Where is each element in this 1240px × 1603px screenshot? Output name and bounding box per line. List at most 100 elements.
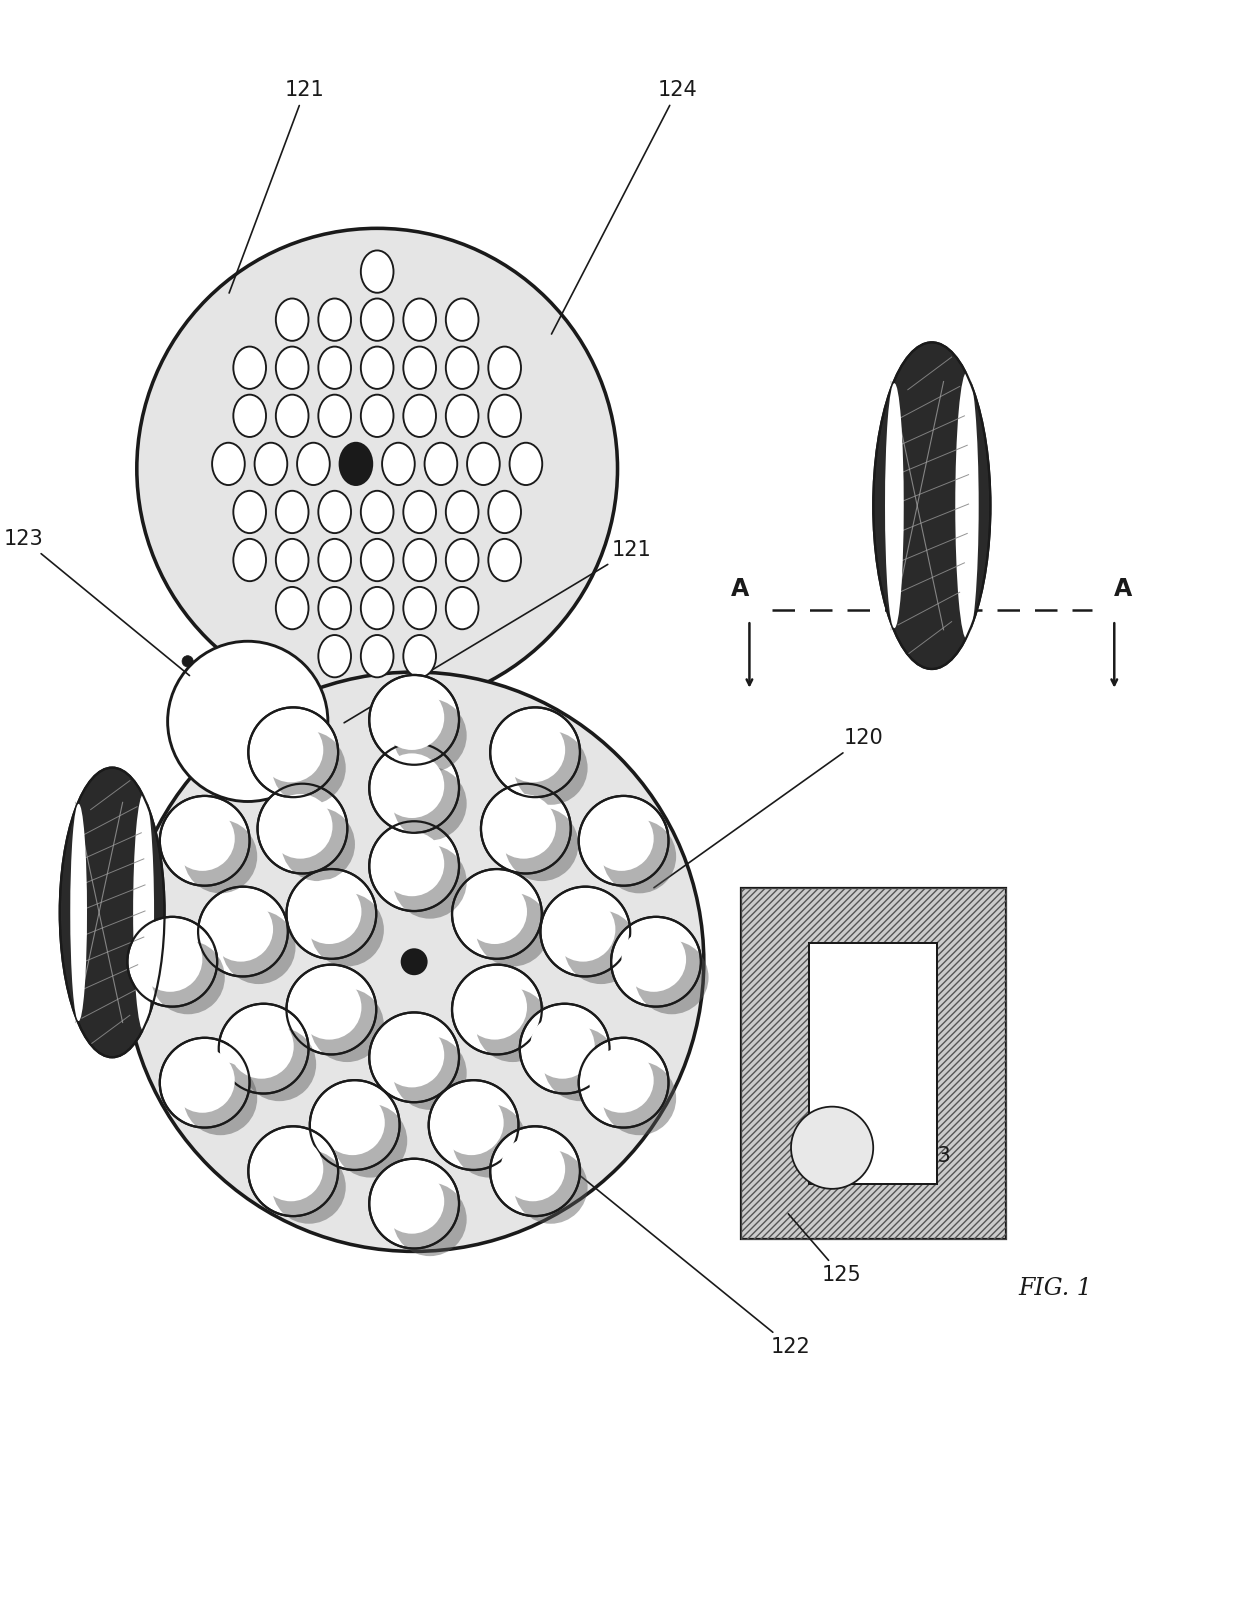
Circle shape <box>513 731 588 805</box>
Circle shape <box>513 1149 588 1223</box>
Text: 124: 124 <box>552 80 697 333</box>
Ellipse shape <box>446 491 479 534</box>
Ellipse shape <box>446 539 479 582</box>
Circle shape <box>128 917 217 1007</box>
Circle shape <box>182 656 193 667</box>
Circle shape <box>379 832 444 896</box>
Circle shape <box>170 1048 234 1112</box>
Ellipse shape <box>361 539 393 582</box>
Ellipse shape <box>71 803 87 1021</box>
Circle shape <box>501 1137 565 1201</box>
Circle shape <box>393 1036 466 1109</box>
Circle shape <box>222 911 295 984</box>
Circle shape <box>208 898 273 962</box>
Circle shape <box>393 845 466 919</box>
Circle shape <box>170 806 234 870</box>
Circle shape <box>320 1090 384 1156</box>
Circle shape <box>198 886 288 976</box>
Circle shape <box>379 686 444 750</box>
Ellipse shape <box>403 635 436 678</box>
Circle shape <box>310 1080 399 1170</box>
Ellipse shape <box>319 587 351 630</box>
Circle shape <box>453 965 542 1055</box>
Ellipse shape <box>319 298 351 341</box>
Circle shape <box>490 707 580 797</box>
Circle shape <box>167 641 327 802</box>
Circle shape <box>248 707 339 797</box>
Text: A: A <box>732 577 749 601</box>
Circle shape <box>296 880 361 944</box>
Ellipse shape <box>382 442 414 486</box>
Ellipse shape <box>424 442 458 486</box>
Circle shape <box>379 1023 444 1087</box>
Circle shape <box>379 1169 444 1234</box>
Circle shape <box>476 989 549 1063</box>
Circle shape <box>429 1080 518 1170</box>
Circle shape <box>791 1106 873 1189</box>
Ellipse shape <box>298 442 330 486</box>
Ellipse shape <box>361 298 393 341</box>
Circle shape <box>529 1015 595 1079</box>
Ellipse shape <box>233 491 267 534</box>
Circle shape <box>286 965 376 1055</box>
Circle shape <box>541 886 630 976</box>
Circle shape <box>160 1037 249 1127</box>
Circle shape <box>379 753 444 818</box>
Ellipse shape <box>275 346 309 390</box>
Circle shape <box>138 927 202 992</box>
Circle shape <box>296 975 361 1040</box>
Circle shape <box>124 672 704 1252</box>
Ellipse shape <box>361 346 393 390</box>
Ellipse shape <box>403 394 436 438</box>
Ellipse shape <box>361 635 393 678</box>
Ellipse shape <box>955 372 978 640</box>
Circle shape <box>453 869 542 959</box>
Circle shape <box>490 1127 580 1217</box>
Circle shape <box>218 1003 309 1093</box>
Ellipse shape <box>212 442 244 486</box>
Ellipse shape <box>361 491 393 534</box>
Ellipse shape <box>233 539 267 582</box>
Ellipse shape <box>403 539 436 582</box>
Ellipse shape <box>275 394 309 438</box>
Ellipse shape <box>403 587 436 630</box>
Text: A: A <box>1115 577 1132 601</box>
Circle shape <box>160 797 249 886</box>
Bar <box>740 888 1006 1239</box>
Ellipse shape <box>275 491 309 534</box>
Circle shape <box>402 949 427 975</box>
Circle shape <box>243 1028 316 1101</box>
Ellipse shape <box>319 394 351 438</box>
Circle shape <box>611 917 701 1007</box>
Circle shape <box>393 766 466 840</box>
Text: A-A: A-A <box>861 1064 897 1096</box>
Ellipse shape <box>340 442 372 486</box>
Circle shape <box>551 898 615 962</box>
Circle shape <box>589 806 653 870</box>
Ellipse shape <box>489 394 521 438</box>
Text: 121: 121 <box>229 80 325 293</box>
Bar <box>810 943 937 1185</box>
Circle shape <box>184 819 257 893</box>
Circle shape <box>463 880 527 944</box>
Circle shape <box>520 1003 610 1093</box>
Circle shape <box>268 793 332 859</box>
Circle shape <box>286 869 376 959</box>
Ellipse shape <box>319 539 351 582</box>
Circle shape <box>543 1028 618 1101</box>
Circle shape <box>579 1037 668 1127</box>
Circle shape <box>151 941 224 1015</box>
Circle shape <box>272 731 346 805</box>
Circle shape <box>481 784 570 874</box>
Ellipse shape <box>233 394 267 438</box>
Text: 122: 122 <box>575 1172 811 1356</box>
Ellipse shape <box>133 793 154 1031</box>
Ellipse shape <box>361 587 393 630</box>
Circle shape <box>491 793 556 859</box>
Circle shape <box>603 819 676 893</box>
Circle shape <box>505 808 578 882</box>
Ellipse shape <box>446 346 479 390</box>
Circle shape <box>310 893 384 967</box>
Text: 120: 120 <box>653 728 883 888</box>
Ellipse shape <box>361 394 393 438</box>
